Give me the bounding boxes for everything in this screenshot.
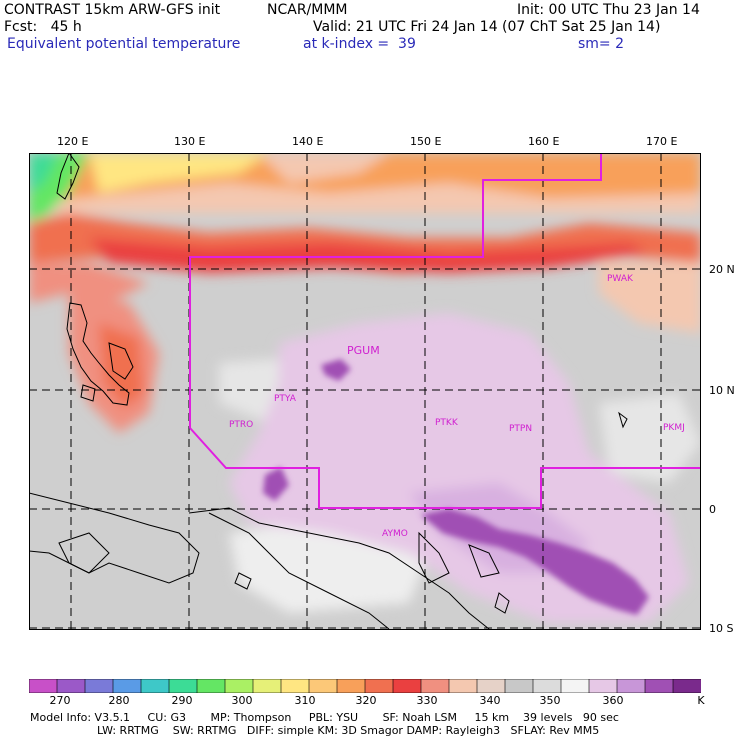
colorbar-swatch: [252, 679, 282, 693]
colorbar-swatch: [392, 679, 422, 693]
colorbar-swatch: [672, 679, 701, 693]
theta-e-map: PGUM PTYA PTRO PTKK PTPN PKMJ PWAK AYMO: [29, 153, 701, 630]
colorbar-tick-label: 300: [231, 694, 253, 707]
level-index: at k-index = 39: [303, 36, 416, 52]
colorbar-swatch: [112, 679, 142, 693]
colorbar-swatch: [168, 679, 198, 693]
colorbar-tick-label: 310: [294, 694, 316, 707]
product-title: CONTRAST 15km ARW-GFS init: [4, 2, 221, 18]
colorbar-swatch: [224, 679, 254, 693]
colorbar-swatch: [336, 679, 366, 693]
colorbar-swatch: [280, 679, 310, 693]
coastlines: [29, 153, 628, 630]
lon-label: 130 E: [174, 135, 206, 148]
colorbar-tick-label: 330: [416, 694, 438, 707]
station-label: PTPN: [509, 424, 532, 434]
lat-label: 10 S: [709, 622, 734, 635]
colorbar-tick-label: 350: [539, 694, 561, 707]
colorbar-tick-label: 280: [108, 694, 130, 707]
colorbar-swatch: [84, 679, 114, 693]
colorbar-swatch: [532, 679, 562, 693]
forecast-hour: Fcst: 45 h: [4, 19, 82, 35]
station-label: PGUM: [347, 344, 380, 357]
lat-label: 20 N: [709, 263, 735, 276]
colorbar-unit: K: [697, 694, 705, 707]
colorbar-swatch: [420, 679, 450, 693]
colorbar-swatch: [308, 679, 338, 693]
colorbar-swatch: [140, 679, 170, 693]
colorbar-swatch: [644, 679, 674, 693]
colorbar-swatch: [448, 679, 478, 693]
model-info-line1: Model Info: V3.5.1 CU: G3 MP: Thompson P…: [30, 711, 619, 724]
colorbar-swatch: [29, 679, 58, 693]
colorbar-swatch: [560, 679, 590, 693]
smoothing: sm= 2: [578, 36, 625, 52]
colorbar-swatch: [196, 679, 226, 693]
colorbar-swatch: [476, 679, 506, 693]
colorbar-tick-label: 320: [355, 694, 377, 707]
station-label: PTRO: [229, 420, 253, 430]
lon-label: 140 E: [292, 135, 324, 148]
lat-label: 0: [709, 503, 716, 516]
field-name: Equivalent potential temperature: [7, 36, 241, 52]
colorbar-swatch: [588, 679, 618, 693]
lon-label: 160 E: [528, 135, 560, 148]
lat-label: 10 N: [709, 384, 735, 397]
lon-label: 120 E: [57, 135, 89, 148]
colorbar-tick-label: 360: [602, 694, 624, 707]
station-label: PTKK: [435, 418, 459, 428]
init-time: Init: 00 UTC Thu 23 Jan 14: [517, 2, 700, 18]
colorbar-swatch: [616, 679, 646, 693]
colorbar-swatch: [56, 679, 86, 693]
colorbar-tick-label: 290: [171, 694, 193, 707]
map-frame: [29, 153, 701, 630]
valid-time: Valid: 21 UTC Fri 24 Jan 14 (07 ChT Sat …: [313, 19, 661, 35]
colorbar-swatch: [364, 679, 394, 693]
station-label: PWAK: [607, 274, 634, 284]
colorbar-tick-label: 270: [49, 694, 71, 707]
organization: NCAR/MMM: [267, 2, 348, 18]
lon-label: 170 E: [646, 135, 678, 148]
colorbar: [29, 679, 701, 693]
lon-label: 150 E: [410, 135, 442, 148]
domain-boundary: [189, 153, 701, 509]
station-label: AYMO: [382, 529, 408, 539]
station-label: PKMJ: [663, 423, 685, 433]
field-cores: [263, 359, 649, 615]
colorbar-tick-label: 340: [479, 694, 501, 707]
colorbar-swatch: [504, 679, 534, 693]
station-label: PTYA: [274, 394, 297, 404]
model-info-line2: LW: RRTMG SW: RRTMG DIFF: simple KM: 3D …: [97, 724, 600, 737]
